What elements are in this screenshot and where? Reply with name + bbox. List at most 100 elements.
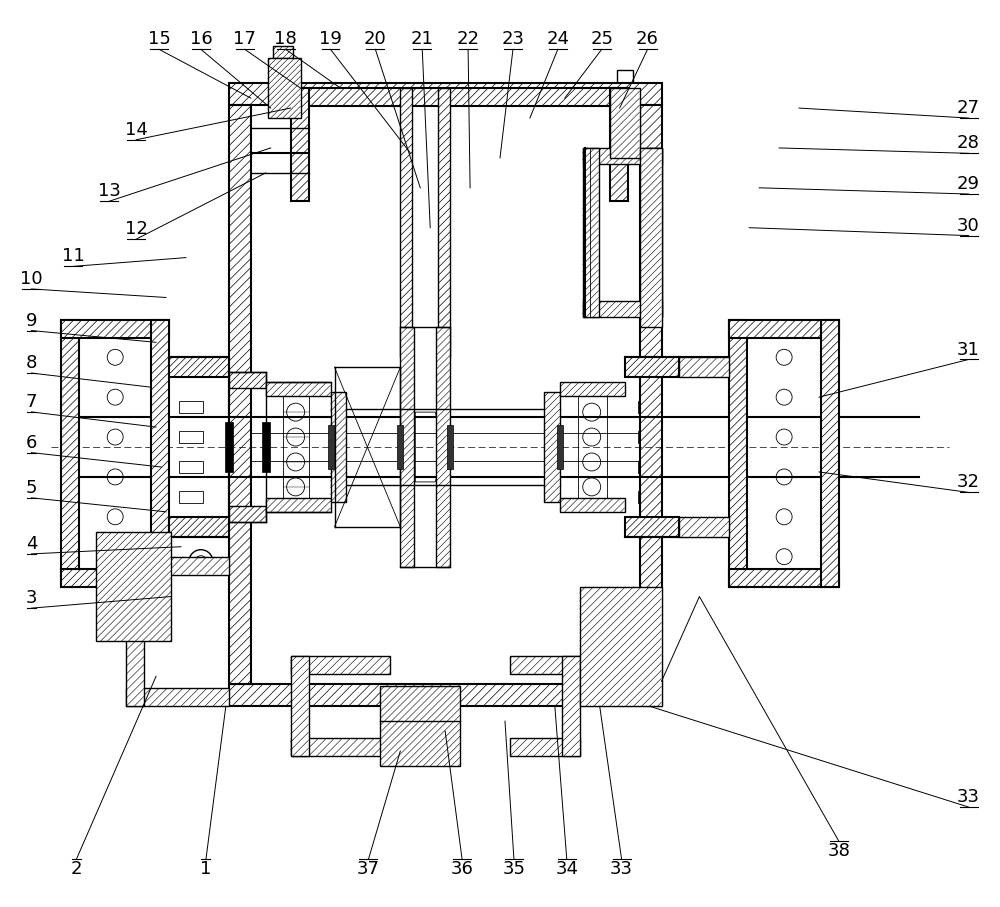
Bar	[179, 491, 203, 502]
Text: 25: 25	[590, 30, 613, 48]
Text: 30: 30	[957, 217, 980, 235]
Bar	[583, 148, 662, 164]
Bar	[229, 105, 251, 684]
Bar	[229, 372, 266, 388]
Bar	[617, 70, 633, 90]
Bar	[580, 587, 662, 707]
Bar	[640, 148, 662, 327]
Bar	[638, 401, 662, 413]
Text: 37: 37	[357, 861, 380, 879]
Bar	[126, 557, 229, 575]
Bar	[96, 532, 171, 641]
Text: 31: 31	[957, 340, 980, 358]
Text: 33: 33	[957, 788, 980, 806]
Text: 16: 16	[190, 30, 212, 48]
Text: 32: 32	[957, 473, 980, 492]
Text: 26: 26	[636, 30, 659, 48]
Bar	[126, 557, 144, 707]
Text: 8: 8	[26, 354, 37, 372]
Bar	[229, 684, 662, 707]
Text: 12: 12	[125, 220, 148, 239]
Text: 13: 13	[98, 182, 121, 200]
Bar	[729, 320, 747, 587]
Text: 22: 22	[457, 30, 480, 48]
Bar	[729, 569, 839, 587]
Bar	[583, 301, 662, 317]
Text: 9: 9	[26, 312, 37, 329]
Bar	[438, 88, 450, 357]
Bar	[291, 738, 390, 756]
Text: 5: 5	[26, 479, 37, 497]
Text: 7: 7	[26, 393, 37, 411]
Bar	[151, 320, 169, 587]
Bar	[266, 382, 331, 396]
Bar	[169, 517, 229, 537]
Bar	[557, 425, 563, 469]
Bar	[640, 105, 662, 684]
Bar	[510, 657, 580, 674]
Text: 4: 4	[26, 535, 37, 553]
Bar	[291, 88, 628, 106]
Text: 18: 18	[274, 30, 297, 48]
Bar	[126, 688, 229, 707]
Bar	[638, 461, 662, 473]
Text: 27: 27	[957, 99, 980, 117]
Bar	[225, 422, 233, 472]
Text: 11: 11	[62, 248, 85, 266]
Text: 29: 29	[957, 175, 980, 193]
Text: 23: 23	[501, 30, 524, 48]
Bar	[679, 517, 729, 537]
Bar	[610, 88, 640, 158]
Bar	[273, 46, 293, 58]
Text: 2: 2	[71, 861, 82, 879]
Bar	[331, 392, 346, 502]
Bar	[397, 425, 403, 469]
Bar	[560, 382, 625, 396]
Bar	[400, 327, 414, 567]
Text: 10: 10	[20, 270, 43, 288]
Bar	[638, 491, 662, 502]
Text: 36: 36	[451, 861, 474, 879]
Bar	[583, 148, 599, 317]
Bar	[610, 88, 628, 200]
Text: 24: 24	[546, 30, 569, 48]
Text: 20: 20	[364, 30, 387, 48]
Text: 17: 17	[233, 30, 256, 48]
Text: 35: 35	[502, 861, 525, 879]
Bar	[179, 401, 203, 413]
Bar	[61, 320, 169, 338]
Bar	[562, 657, 580, 756]
Bar	[400, 88, 412, 357]
Bar	[729, 320, 839, 338]
Text: 14: 14	[125, 121, 148, 139]
Bar	[328, 425, 334, 469]
Bar	[638, 431, 662, 443]
Bar	[179, 461, 203, 473]
Text: 19: 19	[319, 30, 342, 48]
Bar	[544, 392, 560, 502]
Text: 1: 1	[200, 861, 212, 879]
Text: 38: 38	[828, 843, 850, 861]
Bar	[179, 431, 203, 443]
Bar	[61, 569, 169, 587]
Text: 28: 28	[957, 134, 980, 152]
Bar	[679, 357, 729, 377]
Bar	[510, 738, 580, 756]
Text: 21: 21	[411, 30, 434, 48]
Bar	[447, 425, 453, 469]
Bar	[229, 506, 266, 522]
Bar	[262, 422, 270, 472]
Bar	[625, 517, 679, 537]
Text: 34: 34	[555, 861, 578, 879]
Bar	[821, 320, 839, 587]
Bar	[625, 357, 679, 377]
Bar	[169, 357, 229, 377]
Bar	[291, 88, 309, 200]
Bar	[229, 83, 662, 105]
Text: 15: 15	[148, 30, 170, 48]
Bar	[380, 687, 460, 766]
Bar	[268, 58, 301, 118]
Bar	[646, 148, 662, 317]
Bar	[291, 657, 390, 674]
Bar	[436, 327, 450, 567]
